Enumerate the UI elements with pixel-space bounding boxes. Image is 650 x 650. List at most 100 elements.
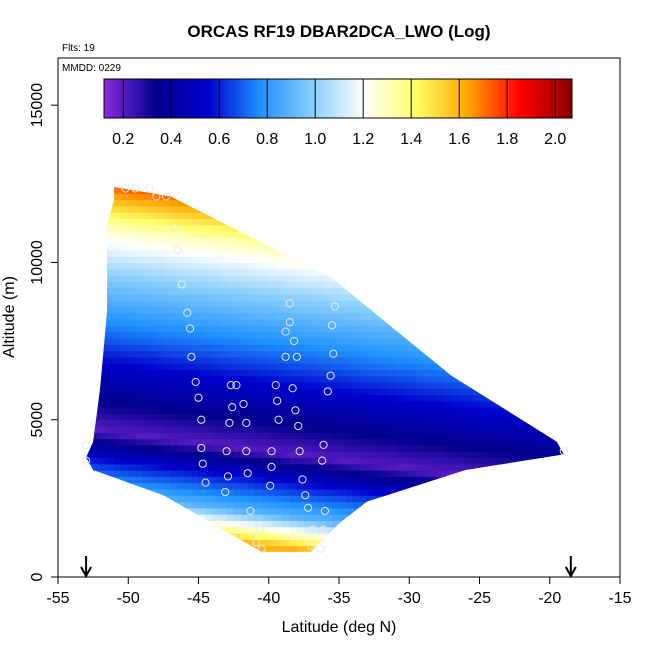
field-cell (324, 350, 333, 358)
field-cell (205, 262, 214, 270)
field-cell (149, 520, 157, 528)
field-cell (493, 306, 502, 314)
field-cell (465, 218, 474, 226)
field-cell (521, 539, 530, 547)
field-cell (317, 212, 326, 220)
field-cell (423, 300, 431, 308)
field-cell (451, 539, 460, 547)
field-cell (247, 218, 256, 226)
field-cell (233, 470, 242, 477)
field-cell (521, 300, 530, 308)
profile-point (319, 440, 328, 449)
field-cell (163, 381, 171, 389)
field-cell (542, 407, 551, 415)
field-cell (479, 463, 488, 471)
field-cell (465, 482, 474, 490)
field-cell (198, 526, 207, 534)
field-cell (388, 400, 396, 408)
field-cell (317, 275, 326, 282)
field-cell (177, 287, 186, 295)
field-cell (409, 488, 417, 496)
field-cell (324, 501, 333, 509)
field-cell (254, 507, 263, 515)
field-cell (416, 186, 424, 194)
field-cell (142, 293, 150, 301)
field-cell (423, 268, 431, 276)
field-cell (479, 444, 488, 452)
field-cell (486, 463, 495, 471)
field-cell (219, 419, 228, 427)
field-cell (416, 281, 424, 289)
field-cell (289, 369, 298, 377)
field-cell (289, 539, 298, 547)
field-cell (458, 539, 467, 547)
field-cell (212, 243, 221, 251)
field-cell (170, 275, 179, 282)
field-cell (486, 457, 495, 465)
field-cell (156, 231, 164, 238)
field-cell (177, 212, 186, 220)
field-cell (226, 457, 235, 465)
field-cell (142, 451, 150, 459)
field-cell (310, 444, 319, 452)
field-cell (331, 432, 340, 440)
field-cell (121, 256, 129, 264)
field-cell (191, 337, 200, 345)
field-cell (528, 325, 537, 333)
field-cell (310, 488, 319, 496)
field-cell (521, 419, 530, 427)
field-cell (86, 243, 94, 251)
field-cell (360, 482, 368, 490)
field-cell (219, 520, 228, 528)
field-cell (514, 243, 523, 251)
field-cell (402, 444, 410, 452)
field-cell (233, 193, 242, 201)
field-cell (514, 444, 523, 452)
field-cell (233, 306, 242, 314)
field-cell (93, 281, 101, 289)
field-cell (212, 231, 221, 238)
field-cell (416, 520, 424, 528)
field-cell (261, 262, 270, 270)
field-cell (416, 369, 424, 377)
field-cell (528, 275, 537, 282)
field-cell (472, 306, 481, 314)
field-cell (500, 300, 509, 308)
field-cell (128, 306, 136, 314)
field-cell (296, 539, 305, 547)
field-cell (128, 218, 136, 226)
field-cell (289, 249, 298, 257)
field-cell (542, 520, 551, 528)
field-cell (465, 199, 474, 207)
field-cell (198, 344, 207, 352)
profile-point (281, 327, 290, 336)
field-cell (451, 413, 460, 421)
field-cell (507, 545, 516, 552)
field-cell (444, 476, 452, 484)
field-cell (465, 545, 474, 552)
field-cell (114, 514, 122, 521)
field-cell (93, 545, 101, 552)
field-cell (416, 501, 424, 509)
field-cell (458, 438, 467, 446)
field-cell (93, 463, 101, 471)
field-cell (233, 476, 242, 484)
field-cell (219, 224, 228, 232)
field-cell (128, 470, 136, 477)
field-cell (542, 532, 551, 540)
field-cell (86, 426, 94, 433)
field-cell (423, 193, 431, 201)
field-cell (521, 476, 530, 484)
field-cell (282, 407, 291, 415)
field-cell (163, 231, 171, 238)
field-cell (521, 306, 530, 314)
field-cell (268, 532, 277, 540)
field-cell (507, 344, 516, 352)
field-cell (212, 470, 221, 477)
field-cell (282, 243, 291, 251)
field-cell (493, 243, 502, 251)
field-cell (472, 186, 481, 194)
field-cell (493, 356, 502, 364)
field-cell (191, 539, 200, 547)
field-cell (177, 306, 186, 314)
